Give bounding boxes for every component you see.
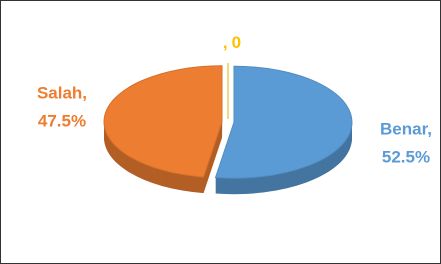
value-label: 47.5% xyxy=(38,111,86,130)
category-label: Salah, xyxy=(37,83,87,102)
data-label: ,0 xyxy=(223,33,241,52)
value-label: 52.5% xyxy=(382,147,430,166)
value-label: 0 xyxy=(232,33,241,52)
chart: Benar,52.5%Salah,47.5%,0 xyxy=(0,0,441,264)
category-label: Benar, xyxy=(380,119,432,138)
category-label: , xyxy=(223,33,228,52)
